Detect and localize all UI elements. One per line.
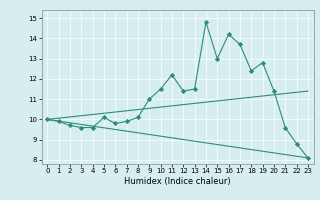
X-axis label: Humidex (Indice chaleur): Humidex (Indice chaleur) — [124, 177, 231, 186]
